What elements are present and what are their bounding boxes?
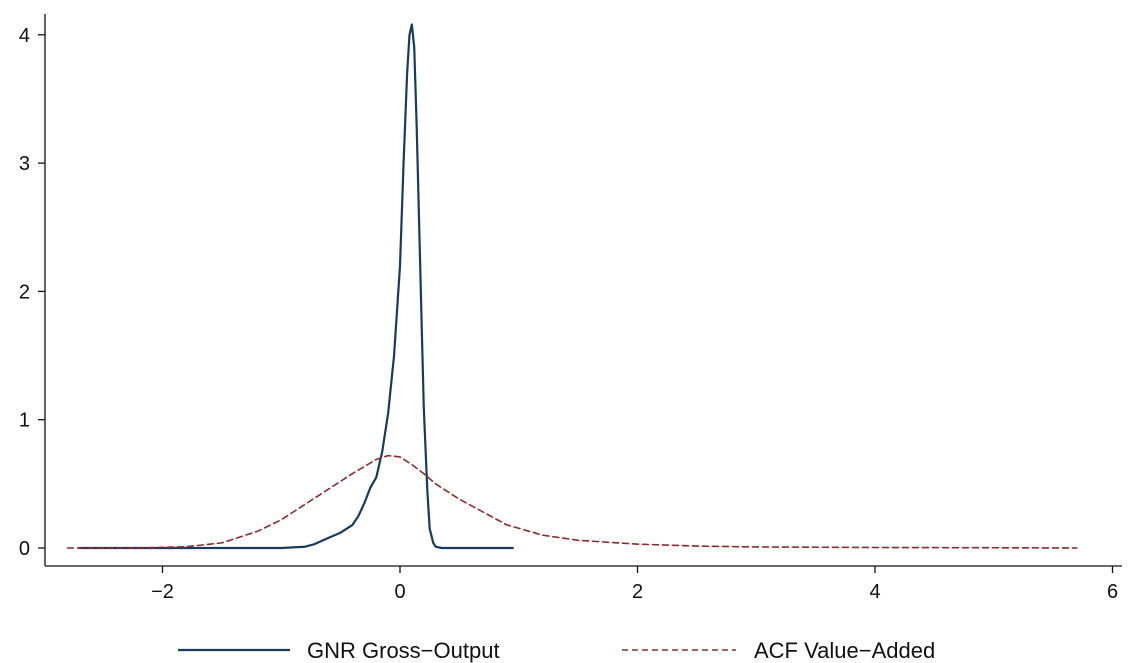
legend-item: GNR Gross−Output: [178, 638, 500, 663]
x-tick-label: 4: [869, 581, 880, 603]
y-tick-label: 4: [19, 25, 30, 47]
legend-item: ACF Value−Added: [622, 638, 935, 663]
y-tick-label: 3: [19, 153, 30, 175]
y-tick-label: 1: [19, 410, 30, 432]
x-tick-label: 6: [1107, 581, 1118, 603]
legend-label: GNR Gross−Output: [307, 638, 500, 663]
legend-label: ACF Value−Added: [754, 638, 935, 663]
series-line-gnr-gross-output: [78, 23, 514, 550]
series-line-acf-value-added: [66, 454, 1078, 549]
plot-area: [66, 23, 1078, 550]
y-tick-label: 2: [19, 281, 30, 303]
x-tick-label: 2: [632, 581, 643, 603]
y-tick-label: 0: [19, 538, 30, 560]
x-tick-label: −2: [151, 581, 174, 603]
x-tick-label: 0: [394, 581, 405, 603]
axes: 0 1 2 3 4 −2 0 2 4 6: [19, 14, 1122, 603]
legend: GNR Gross−Output ACF Value−Added: [178, 638, 935, 663]
